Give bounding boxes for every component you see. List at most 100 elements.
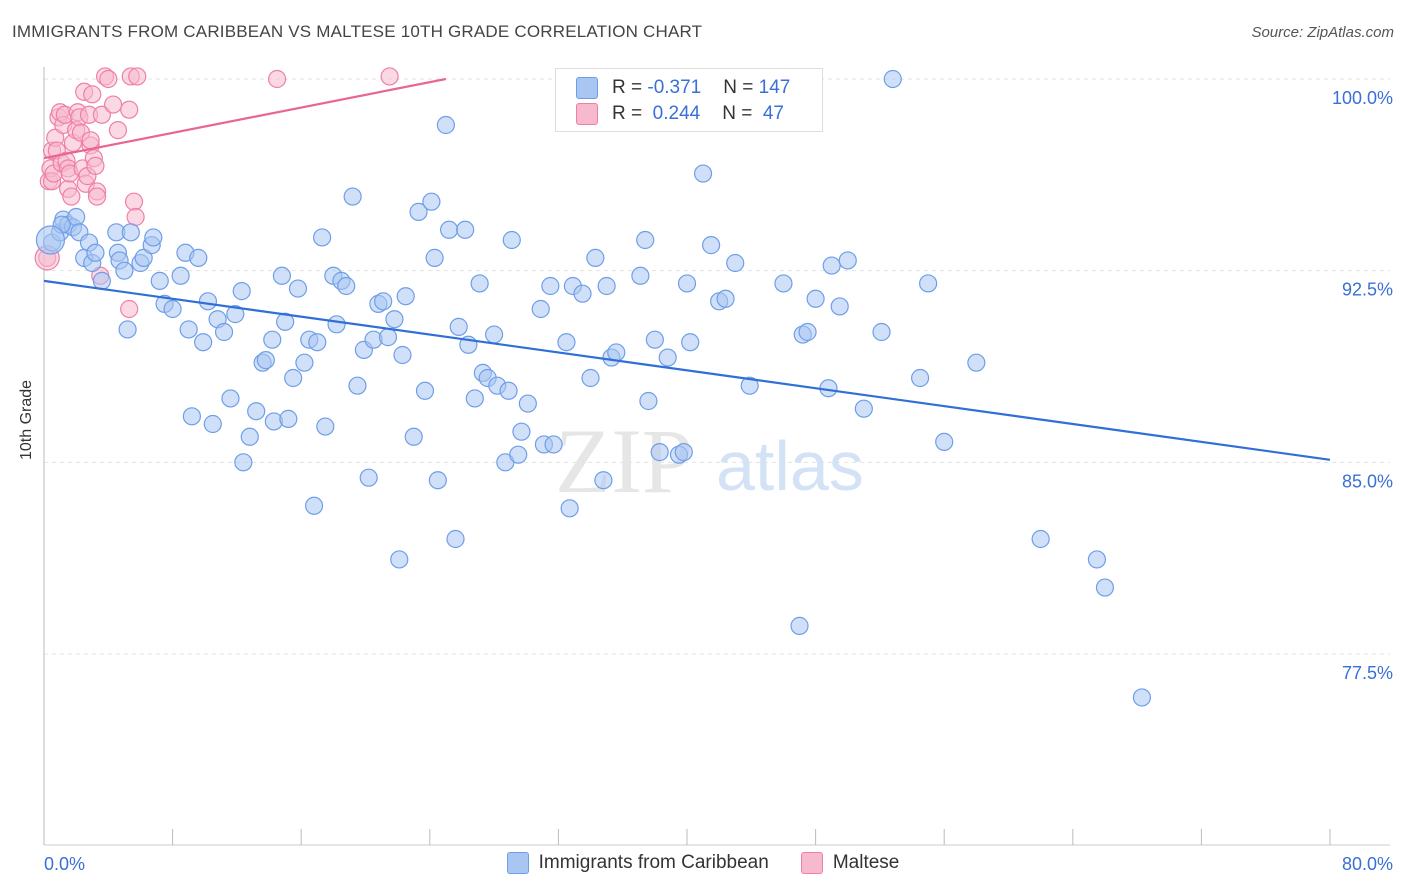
caribbean-point bbox=[518, 394, 537, 413]
caribbean-point bbox=[967, 353, 986, 372]
legend-swatch-pink bbox=[800, 852, 823, 874]
caribbean-point bbox=[240, 427, 259, 446]
maltese-point bbox=[124, 192, 144, 211]
chart-title: IMMIGRANTS FROM CARIBBEAN VS MALTESE 10T… bbox=[12, 22, 703, 41]
caribbean-point bbox=[118, 320, 137, 339]
caribbean-point bbox=[502, 230, 521, 250]
stats-legend: R = -0.371 N = 147 R = 0.244 N = 47 bbox=[555, 68, 823, 132]
caribbean-point bbox=[436, 115, 455, 135]
axis-labels: 77.5% 85.0% 92.5% 100.0% 0.0% 80.0% bbox=[44, 88, 1393, 874]
caribbean-point bbox=[636, 230, 655, 250]
caribbean-point bbox=[415, 381, 435, 400]
caribbean-point bbox=[854, 399, 873, 418]
caribbean-point bbox=[312, 228, 332, 247]
caribbean-point bbox=[790, 616, 809, 635]
caribbean-point bbox=[512, 422, 531, 441]
caribbean-point bbox=[221, 389, 240, 408]
legend-r-label: R = bbox=[612, 103, 648, 124]
caribbean-point bbox=[650, 443, 669, 462]
legend-label-caribbean: Immigrants from Caribbean bbox=[538, 852, 769, 873]
caribbean-point bbox=[465, 389, 484, 408]
caribbean-point bbox=[226, 305, 245, 324]
maltese-point bbox=[126, 207, 145, 227]
legend-n-value: 47 bbox=[757, 103, 784, 124]
caribbean-point bbox=[92, 271, 111, 290]
legend-row-caribbean: R = -0.371 N = 147 bbox=[576, 76, 790, 100]
legend-item-caribbean[interactable]: Immigrants from Caribbean bbox=[506, 852, 769, 874]
caribbean-points bbox=[35, 69, 1152, 707]
caribbean-point bbox=[295, 353, 314, 372]
caribbean-point bbox=[272, 266, 292, 285]
caribbean-point bbox=[247, 402, 266, 421]
watermark: ZIP atlas bbox=[555, 410, 864, 512]
legend-n-label: N = bbox=[722, 103, 758, 124]
caribbean-point bbox=[1095, 578, 1115, 597]
caribbean-point bbox=[86, 243, 105, 262]
caribbean-point bbox=[674, 443, 693, 462]
maltese-point bbox=[128, 67, 147, 86]
caribbean-point bbox=[470, 274, 489, 293]
caribbean-point bbox=[449, 317, 468, 336]
caribbean-point bbox=[348, 376, 367, 395]
caribbean-point bbox=[121, 223, 140, 242]
caribbean-point bbox=[194, 333, 213, 352]
caribbean-point bbox=[182, 407, 201, 426]
legend-r-label: R = bbox=[612, 77, 648, 98]
axes bbox=[43, 67, 1390, 846]
caribbean-point bbox=[134, 248, 153, 267]
caribbean-point bbox=[378, 328, 398, 347]
legend-swatch-pink bbox=[576, 103, 598, 125]
caribbean-point bbox=[594, 471, 613, 490]
y-tick-label: 85.0% bbox=[1342, 471, 1393, 491]
caribbean-point bbox=[234, 453, 253, 472]
legend-n-label: N = bbox=[723, 77, 759, 98]
caribbean-point bbox=[586, 248, 605, 267]
caribbean-point bbox=[171, 266, 190, 285]
caribbean-point bbox=[144, 228, 163, 247]
caribbean-point bbox=[806, 289, 825, 308]
y-tick-label: 100.0% bbox=[1332, 88, 1393, 108]
maltese-point bbox=[62, 187, 81, 206]
caribbean-point bbox=[232, 282, 251, 301]
caribbean-point bbox=[425, 248, 444, 267]
legend-item-maltese[interactable]: Maltese bbox=[800, 852, 899, 874]
caribbean-point bbox=[557, 333, 576, 352]
caribbean-point bbox=[284, 368, 303, 388]
caribbean-point bbox=[189, 248, 208, 267]
legend-r-value: 0.244 bbox=[647, 103, 701, 124]
caribbean-point bbox=[304, 496, 324, 515]
watermark-atlas: atlas bbox=[716, 427, 864, 505]
maltese-point bbox=[81, 131, 100, 150]
caribbean-point bbox=[214, 322, 234, 342]
caribbean-point bbox=[35, 225, 66, 255]
caribbean-point bbox=[428, 471, 447, 490]
caribbean-point bbox=[581, 368, 600, 388]
y-tick-label: 92.5% bbox=[1342, 280, 1393, 300]
caribbean-point bbox=[716, 289, 735, 308]
maltese-trend-line bbox=[43, 77, 447, 160]
caribbean-point bbox=[774, 274, 793, 293]
maltese-point bbox=[108, 121, 128, 140]
caribbean-point bbox=[798, 322, 817, 342]
legend-swatch-blue bbox=[506, 852, 529, 874]
maltese-point bbox=[120, 100, 139, 119]
caribbean-point bbox=[509, 445, 528, 464]
legend-row-maltese: R = 0.244 N = 47 bbox=[576, 102, 784, 126]
caribbean-point bbox=[531, 299, 550, 319]
y-tick-label: 77.5% bbox=[1342, 663, 1393, 683]
caribbean-point bbox=[337, 276, 356, 296]
caribbean-point bbox=[872, 322, 891, 342]
caribbean-point bbox=[1132, 688, 1152, 707]
caribbean-point bbox=[658, 348, 677, 367]
trend-lines bbox=[43, 77, 1331, 461]
caribbean-point bbox=[693, 164, 713, 183]
caribbean-point bbox=[560, 499, 579, 518]
caribbean-point bbox=[374, 292, 393, 311]
caribbean-point bbox=[822, 256, 841, 275]
series-legend: Immigrants from Caribbean Maltese bbox=[0, 852, 1406, 874]
caribbean-point bbox=[115, 261, 134, 280]
caribbean-point bbox=[541, 276, 560, 296]
caribbean-point bbox=[726, 253, 745, 273]
maltese-point bbox=[87, 187, 107, 206]
